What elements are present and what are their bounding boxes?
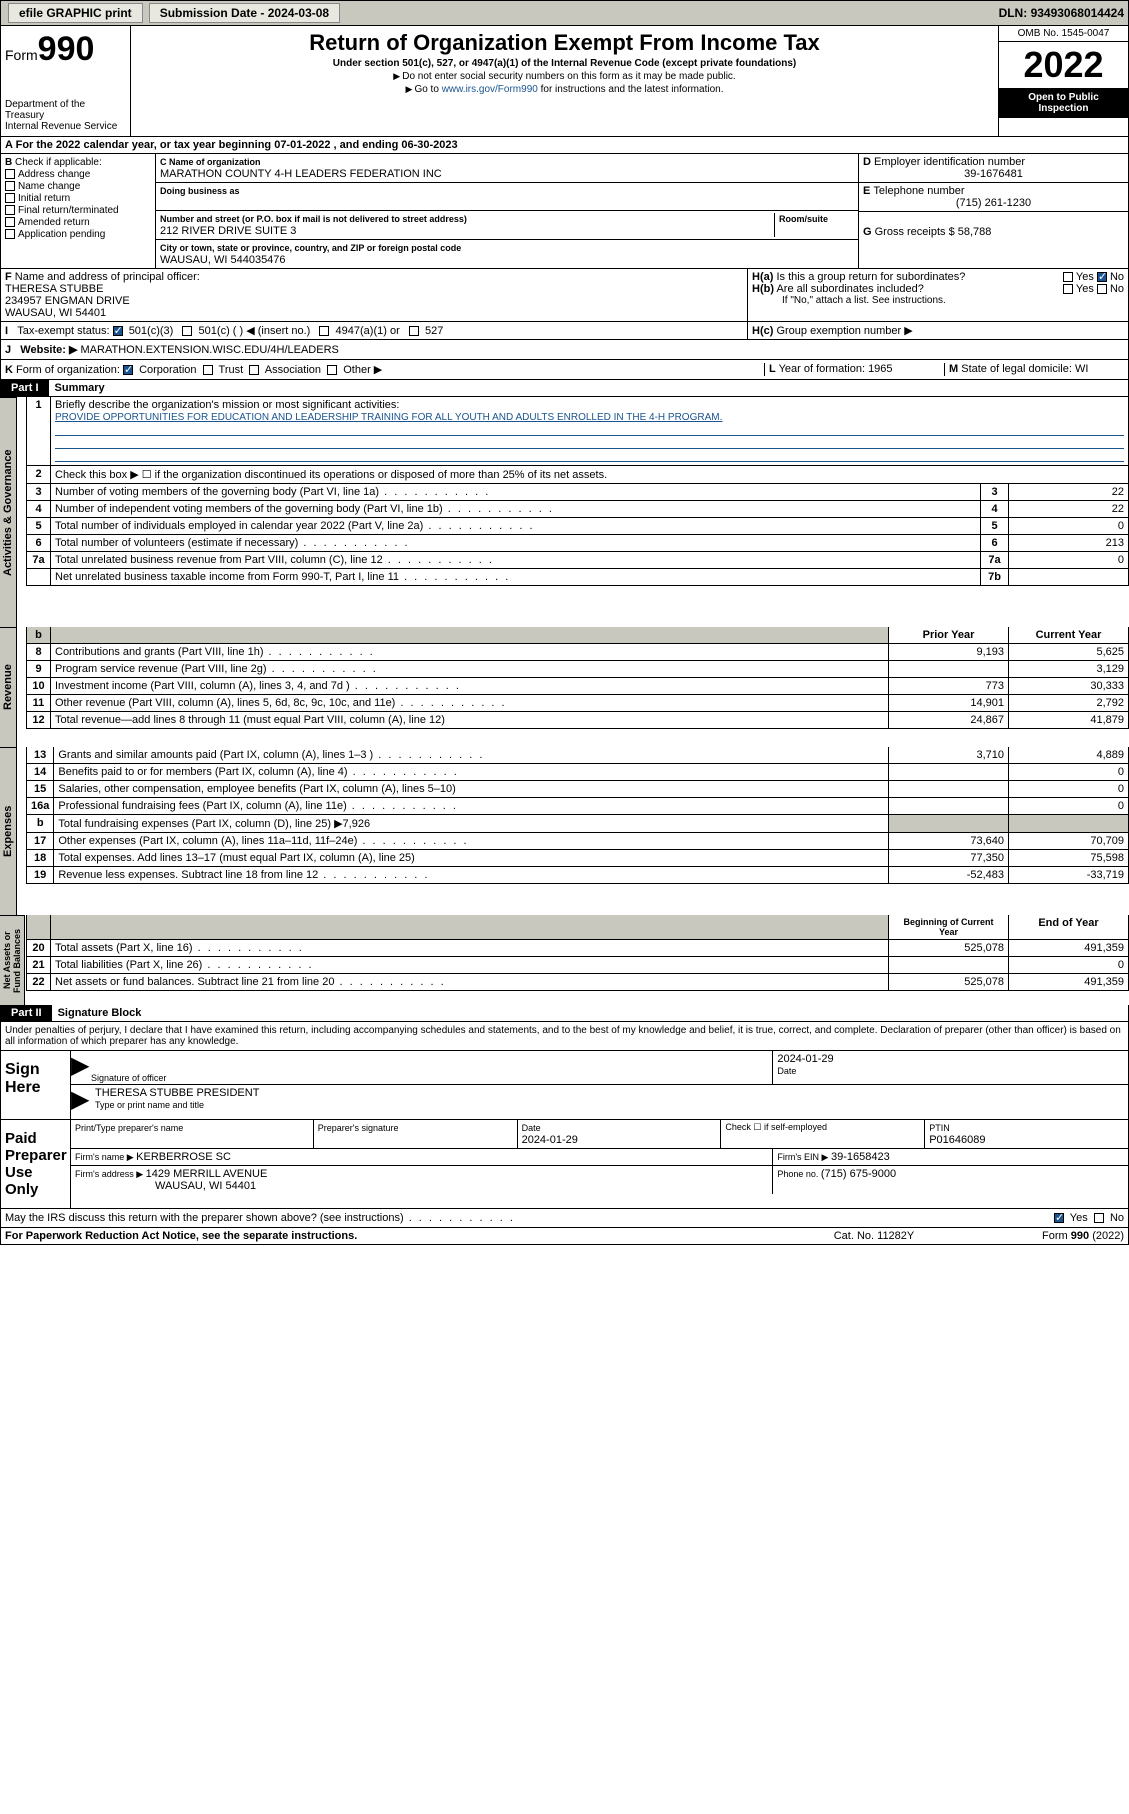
paid-preparer: Paid Preparer Use Only Print/Type prepar… [0, 1120, 1129, 1209]
section-fh: F Name and address of principal officer:… [0, 269, 1129, 322]
section-klm: K Form of organization: Corporation Trus… [0, 360, 1129, 380]
may-discuss: May the IRS discuss this return with the… [0, 1209, 1129, 1228]
revenue: Revenue bPrior YearCurrent Year 8Contrib… [0, 627, 1129, 747]
section-i: I Tax-exempt status: 501(c)(3) 501(c) ( … [0, 322, 1129, 340]
form-title: Return of Organization Exempt From Incom… [135, 30, 994, 56]
submission-date: Submission Date - 2024-03-08 [149, 3, 340, 23]
net-assets: Net Assets or Fund Balances Beginning of… [0, 915, 1129, 1005]
part1-header: Part ISummary [0, 380, 1129, 397]
year-block: OMB No. 1545-0047 2022 Open to Public In… [998, 26, 1128, 136]
section-bcd: B Check if applicable: Address change Na… [0, 154, 1129, 269]
dln: DLN: 93493068014424 [999, 6, 1124, 20]
top-toolbar: efile GRAPHIC print Submission Date - 20… [0, 0, 1129, 26]
form-title-block: Return of Organization Exempt From Incom… [131, 26, 998, 136]
form-header: Form990 Department of the Treasury Inter… [0, 26, 1129, 137]
form-id: Form990 Department of the Treasury Inter… [1, 26, 131, 136]
efile-button[interactable]: efile GRAPHIC print [8, 3, 143, 23]
activities-governance: Activities & Governance 1Briefly describ… [0, 397, 1129, 627]
irs-link[interactable]: www.irs.gov/Form990 [442, 84, 538, 95]
section-deg: D Employer identification number39-16764… [858, 154, 1128, 268]
declaration: Under penalties of perjury, I declare th… [0, 1022, 1129, 1051]
sign-here: Sign Here ▶Signature of officer 2024-01-… [0, 1051, 1129, 1120]
expenses: Expenses 13Grants and similar amounts pa… [0, 747, 1129, 915]
part2-header: Part IISignature Block [0, 1005, 1129, 1022]
section-b: B Check if applicable: Address change Na… [1, 154, 156, 268]
footer: For Paperwork Reduction Act Notice, see … [0, 1228, 1129, 1245]
section-c: C Name of organizationMARATHON COUNTY 4-… [156, 154, 858, 268]
section-j: J Website: ▶ MARATHON.EXTENSION.WISC.EDU… [0, 340, 1129, 360]
line-a: A For the 2022 calendar year, or tax yea… [0, 137, 1129, 154]
